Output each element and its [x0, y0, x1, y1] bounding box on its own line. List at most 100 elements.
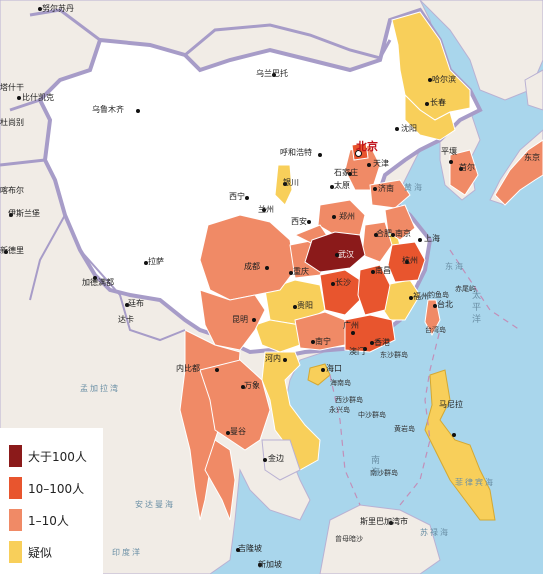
city-dot: [425, 102, 429, 106]
city-dot: [125, 303, 129, 307]
label-nanning: 南宁: [315, 337, 331, 346]
label-thimphu: 廷布: [128, 299, 144, 308]
city-dot: [272, 73, 276, 77]
label-guangzhou: 广州: [343, 321, 359, 330]
label-huangyan: 黄岩岛: [394, 425, 415, 433]
label-singapore: 新加坡: [258, 560, 282, 569]
label-seoul: 首尔: [459, 163, 475, 172]
landmass-borneo: [319, 504, 441, 574]
city-dot: [348, 172, 352, 176]
legend-swatch: [9, 477, 22, 499]
region-guangdong: [344, 314, 396, 353]
city-dot: [332, 215, 336, 219]
label-zengmu: 曾母暗沙: [335, 535, 363, 543]
label-indianocean: 印度洋: [112, 548, 142, 557]
label-dongsha: 东沙群岛: [380, 351, 408, 359]
border-japan-china: [449, 249, 521, 331]
label-chongqing: 重庆: [293, 267, 309, 276]
city-dot: [367, 163, 371, 167]
city-dot: [136, 109, 140, 113]
label-lanzhou: 兰州: [258, 205, 274, 214]
label-nanjing: 南京: [395, 229, 411, 238]
label-phnompenh: 金边: [268, 454, 284, 463]
label-chengdu: 成都: [244, 262, 260, 271]
city-dot: [283, 358, 287, 362]
label-andaman: 安达曼海: [135, 500, 175, 509]
city-dot: [17, 96, 21, 100]
region-jilin: [404, 93, 456, 141]
label-harbin: 哈尔滨: [432, 75, 456, 84]
label-diaoyu: 钓鱼岛: [428, 291, 449, 299]
label-changchun: 长春: [430, 98, 446, 107]
city-dot: [452, 433, 456, 437]
region-shandong: [369, 179, 411, 209]
label-lhasa: 拉萨: [148, 257, 164, 266]
legend-label: 疑似: [28, 545, 53, 560]
border-nine-dash: [329, 329, 441, 506]
city-dot: [263, 458, 267, 462]
label-haikou: 海口: [326, 364, 342, 373]
city-dot: [93, 276, 97, 280]
label-bengal: 孟加拉湾: [80, 384, 120, 393]
label-nuersu: 努尔苏丹: [42, 4, 74, 13]
label-hongkong: 香港: [374, 338, 390, 347]
region-korea-south: [449, 149, 479, 196]
city-dot: [236, 548, 240, 552]
label-chiwei: 赤尾屿: [455, 285, 476, 293]
region-jiangxi: [357, 264, 391, 316]
label-xisha: 西沙群岛: [335, 396, 363, 404]
city-dot: [9, 213, 13, 217]
label-philippinesea: 菲律宾海: [455, 478, 495, 487]
region-thailand: [199, 359, 271, 451]
city-dot: [258, 563, 262, 567]
label-zhongsha: 中沙群岛: [358, 411, 386, 419]
label-newdelhi: 新德里: [0, 246, 24, 255]
region-japan-hokkaido: [524, 69, 543, 111]
city-dot: [241, 385, 245, 389]
city-dot: [418, 238, 422, 242]
label-fuzhou: 福州: [413, 292, 429, 301]
city-dot: [265, 266, 269, 270]
region-hubei: [304, 231, 366, 273]
label-hainan: 海南岛: [330, 379, 351, 387]
label-taiyuan: 太原: [334, 181, 350, 190]
label-dhaka: 达卡: [118, 315, 134, 324]
city-dot: [371, 270, 375, 274]
legend-swatch: [9, 509, 22, 531]
landmass-russia-ne: [419, 0, 543, 101]
label-taiwan: 台湾岛: [425, 326, 446, 334]
legend-swatch: [9, 541, 22, 563]
legend-item: 10–100人: [9, 477, 85, 499]
city-dot: [351, 331, 355, 335]
city-dot: [370, 341, 374, 345]
city-dot: [262, 208, 266, 212]
legend-swatch: [9, 445, 22, 467]
region-vietnam: [261, 351, 321, 471]
legend-item: 疑似: [9, 541, 53, 563]
city-dot: [363, 347, 367, 351]
city-dot: [433, 304, 437, 308]
label-urumqi: 乌鲁木齐: [92, 105, 124, 114]
label-hangzhou: 杭州: [402, 256, 418, 265]
region-sichuan: [199, 214, 296, 301]
city-dot: [226, 431, 230, 435]
legend-label: 大于100人: [28, 449, 87, 464]
label-bangkok: 曼谷: [230, 427, 246, 436]
city-dot: [449, 160, 453, 164]
legend-item: 大于100人: [9, 445, 87, 467]
legend-label: 10–100人: [28, 481, 85, 496]
label-kualalumpur: 吉隆坡: [238, 544, 262, 553]
label-eastsea: 东海: [445, 262, 465, 271]
region-taiwan: [424, 299, 441, 337]
city-dot: [373, 187, 377, 191]
city-dot: [252, 318, 256, 322]
label-bishkek: 比什凯克: [22, 93, 54, 102]
city-dot: [289, 271, 293, 275]
label-nansha: 南沙群岛: [370, 469, 398, 477]
city-dot: [318, 153, 322, 157]
label-nanchang: 南昌: [375, 266, 391, 275]
city-dot: [144, 261, 148, 265]
city-dot: [335, 253, 339, 257]
